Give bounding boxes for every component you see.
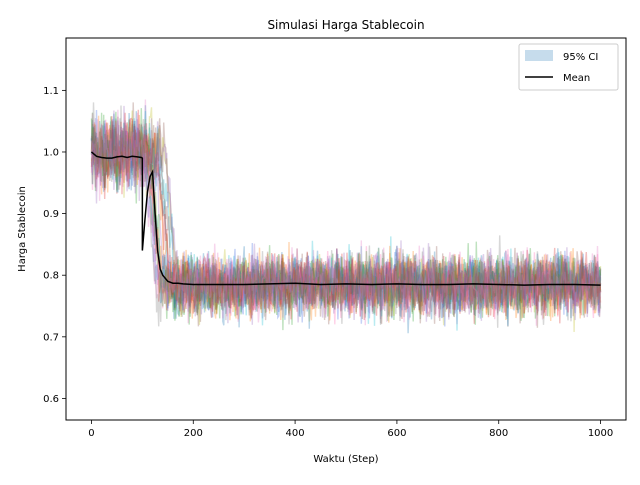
simulated-path: [90, 105, 601, 324]
simulated-path: [90, 109, 602, 316]
x-axis: 0 200 400 600 800 1000: [88, 420, 613, 439]
legend-mean-label: Mean: [563, 73, 590, 84]
simulated-path: [90, 119, 602, 325]
simulated-path: [91, 105, 602, 327]
chart-title: Simulasi Harga Stablecoin: [267, 18, 424, 32]
simulated-path: [90, 111, 602, 325]
x-tick-label: 600: [387, 428, 406, 439]
simulated-path: [90, 102, 602, 328]
x-tick-label: 1000: [588, 428, 613, 439]
x-axis-label: Waktu (Step): [313, 454, 378, 465]
y-axis-label: Harga Stablecoin: [17, 186, 28, 272]
y-tick-label: 0.7: [43, 332, 59, 343]
simulated-path: [90, 114, 602, 322]
plot-frame: [65, 37, 627, 421]
simulated-path: [90, 110, 602, 325]
mean-line: [90, 151, 601, 286]
simulated-path: [90, 115, 602, 323]
simulated-path: [90, 108, 602, 331]
simulated-path: [90, 111, 602, 331]
y-tick-label: 0.8: [43, 271, 59, 282]
x-tick-label: 400: [286, 428, 305, 439]
legend: 95% CI Mean: [518, 43, 619, 91]
simulated-path: [90, 111, 602, 334]
y-tick-label: 0.9: [43, 209, 59, 220]
simulated-path: [90, 116, 602, 324]
y-tick-label: 1.1: [43, 86, 59, 97]
simulated-path: [90, 109, 601, 327]
simulated-path: [90, 123, 602, 324]
y-tick-label: 1.0: [43, 147, 59, 158]
x-tick-label: 200: [184, 428, 203, 439]
simulated-path: [90, 99, 602, 326]
x-tick-label: 0: [88, 428, 94, 439]
simulated-paths: [90, 99, 602, 334]
y-axis: 0.6 0.7 0.8 0.9 1.0 1.1: [43, 86, 66, 405]
simulated-path: [90, 102, 602, 328]
legend-ci-swatch: [525, 50, 553, 61]
mean-series: [90, 151, 601, 286]
legend-ci-label: 95% CI: [563, 52, 598, 63]
simulated-path: [90, 107, 602, 333]
simulated-path: [90, 105, 602, 328]
x-tick-label: 800: [489, 428, 508, 439]
simulated-path: [90, 109, 602, 324]
y-tick-label: 0.6: [43, 394, 59, 405]
